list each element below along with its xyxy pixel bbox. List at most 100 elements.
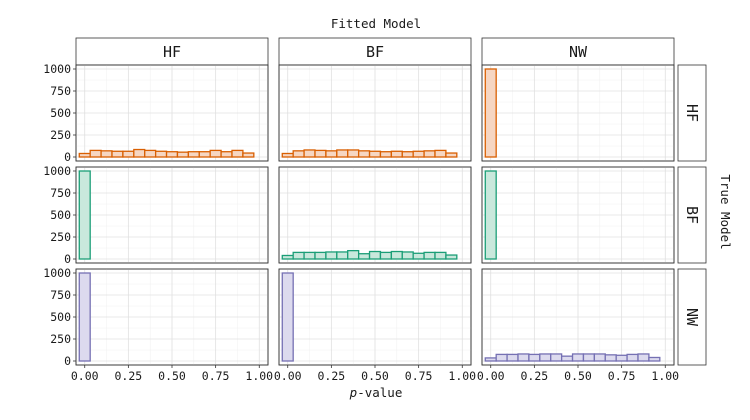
histogram-bar — [78, 170, 91, 260]
y-tick-label: 0 — [64, 354, 71, 368]
y-tick-label: 1000 — [43, 62, 71, 76]
histogram-bar — [325, 251, 338, 260]
column-strip-label-hf: HF — [163, 43, 181, 61]
row-strip-hf — [677, 64, 707, 162]
row-strip-nw — [677, 268, 707, 366]
histogram-bar — [133, 148, 146, 158]
histogram-bar — [390, 250, 403, 260]
x-tick-label: 1.00 — [651, 369, 679, 383]
histogram-bar — [412, 252, 425, 260]
histogram-bar — [165, 151, 179, 158]
column-strip-label-nw: NW — [569, 43, 588, 61]
y-tick-label: 1000 — [43, 164, 71, 178]
y-tick-label: 0 — [64, 252, 71, 266]
y-tick-label: 500 — [50, 208, 71, 222]
histogram-bar — [89, 149, 102, 158]
histogram-bar — [506, 353, 519, 362]
row-strip-bf — [677, 166, 707, 264]
row-strip-label-hf: HF — [683, 104, 701, 122]
y-tick-label: 750 — [50, 84, 71, 98]
histogram-bar — [517, 353, 530, 362]
x-tick-label: 1.00 — [448, 369, 476, 383]
histogram-bar — [550, 353, 563, 362]
histogram-bar — [560, 355, 574, 362]
histogram-bar — [187, 151, 200, 158]
histogram-bar — [379, 151, 393, 158]
histogram-bar — [347, 149, 360, 158]
histogram-bar — [539, 353, 552, 362]
panels-layer: HF BF NWHFBFNW0250500750100002505007501000… — [43, 37, 707, 383]
histogram-bar — [445, 254, 458, 260]
histogram-bar — [615, 354, 628, 362]
x-axis-title-rest: -value — [357, 385, 402, 400]
chart-title: Fitted Model — [331, 16, 421, 31]
histogram-bar — [495, 353, 508, 362]
x-tick-label: 0.50 — [361, 369, 389, 383]
histogram-bar — [220, 151, 233, 158]
histogram-bar — [445, 152, 458, 158]
x-axis-title-italic: p — [349, 385, 358, 400]
histogram-bar — [484, 357, 497, 362]
histogram-bar — [347, 249, 360, 260]
histogram-bar — [434, 149, 447, 158]
histogram-bar — [292, 150, 305, 158]
histogram-bar — [144, 149, 157, 158]
x-tick-label: 0.25 — [115, 369, 143, 383]
histogram-bar — [637, 353, 650, 362]
histogram-bar — [390, 150, 403, 158]
y-tick-label: 750 — [50, 288, 71, 302]
y-tick-label: 1000 — [43, 266, 71, 280]
histogram-bar — [423, 251, 436, 260]
row-strip-label-bf: BF — [683, 206, 701, 224]
y-tick-label: 500 — [50, 106, 71, 120]
x-tick-label: 0.75 — [405, 369, 433, 383]
y-tick-label: 750 — [50, 186, 71, 200]
histogram-bar — [357, 150, 371, 158]
histogram-bar — [357, 253, 371, 260]
column-strip-nw — [481, 37, 675, 66]
histogram-bar — [314, 149, 327, 158]
histogram-bar — [379, 251, 393, 260]
x-tick-label: 0.50 — [564, 369, 592, 383]
histogram-bar — [281, 254, 294, 260]
histogram-bar — [336, 251, 349, 260]
column-strip-bf — [278, 37, 472, 66]
histogram-bar — [78, 272, 91, 362]
histogram-bar — [412, 150, 425, 158]
true-model-axis-title: True Model — [718, 174, 733, 249]
y-tick-label: 250 — [50, 128, 71, 142]
x-tick-label: 0.00 — [477, 369, 505, 383]
panel-border — [481, 64, 675, 162]
y-tick-label: 250 — [50, 230, 71, 244]
x-tick-label: 1.00 — [245, 369, 273, 383]
x-axis-title: p-value — [349, 385, 403, 400]
histogram-bar — [336, 149, 349, 158]
x-tick-label: 0.75 — [202, 369, 230, 383]
panel-border — [481, 166, 675, 264]
y-tick-label: 0 — [64, 150, 71, 164]
histogram-bar — [111, 150, 124, 158]
panel-border — [278, 166, 472, 264]
histogram-bar — [100, 150, 113, 158]
histogram-bar — [122, 150, 135, 158]
histogram-bar — [582, 353, 596, 362]
histogram-bar — [154, 150, 168, 158]
histogram-bar — [325, 150, 338, 158]
x-tick-label: 0.00 — [71, 369, 99, 383]
histogram-bar — [292, 251, 305, 260]
histogram-bar — [209, 149, 222, 158]
histogram-bar — [281, 272, 294, 362]
histogram-bar — [484, 68, 497, 158]
y-tick-label: 500 — [50, 310, 71, 324]
histogram-bar — [314, 251, 327, 260]
histogram-bar — [368, 250, 382, 260]
histogram-bar — [423, 150, 436, 158]
histogram-bar — [648, 356, 661, 362]
y-tick-label: 250 — [50, 332, 71, 346]
histogram-bar — [303, 251, 316, 260]
x-tick-label: 0.25 — [521, 369, 549, 383]
histogram-bar — [626, 353, 639, 362]
x-tick-label: 0.00 — [274, 369, 302, 383]
x-tick-label: 0.50 — [158, 369, 186, 383]
